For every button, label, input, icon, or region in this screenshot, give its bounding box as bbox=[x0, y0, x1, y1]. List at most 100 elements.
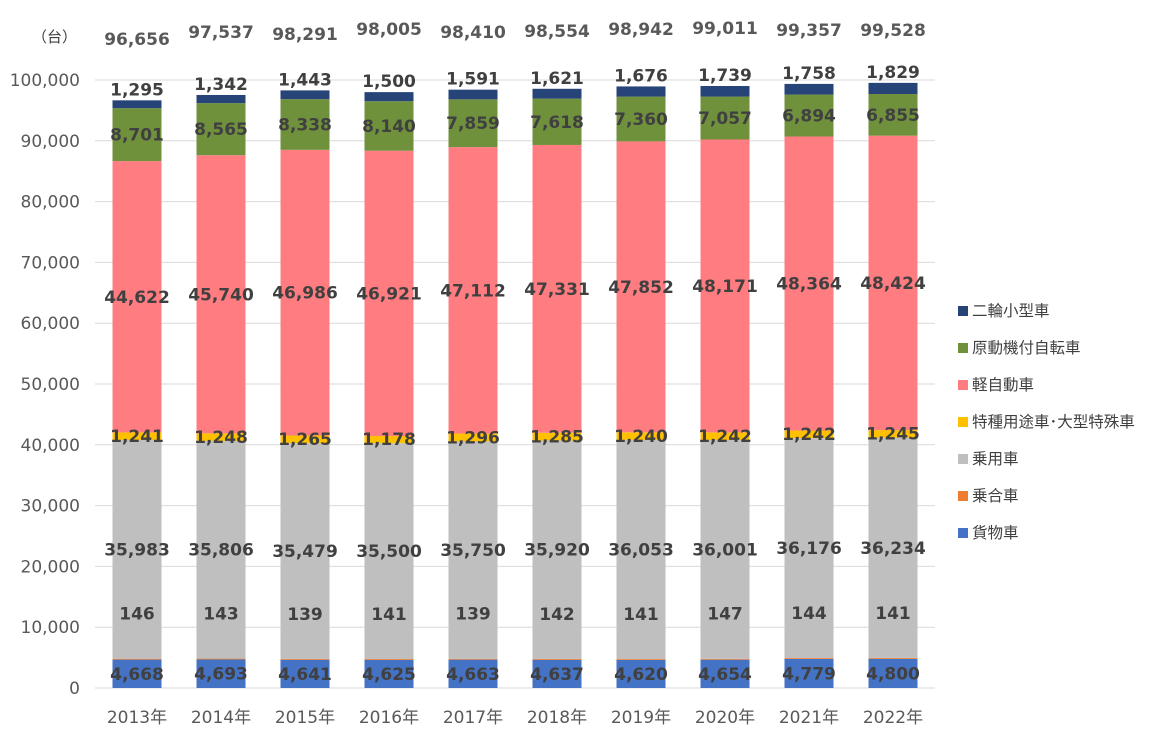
data-label: 47,331 bbox=[524, 280, 590, 300]
unit-label: （台） bbox=[32, 28, 77, 46]
bar-segment bbox=[448, 441, 498, 659]
data-label: 8,701 bbox=[110, 126, 164, 146]
bar-segment bbox=[868, 658, 918, 688]
data-label: 48,364 bbox=[776, 275, 842, 295]
legend-label: 乗合車 bbox=[972, 487, 1019, 505]
bar-segment bbox=[280, 90, 330, 100]
data-label: 1,265 bbox=[278, 430, 332, 450]
data-label: 35,920 bbox=[524, 541, 590, 561]
x-tick-label: 2022年 bbox=[863, 708, 923, 727]
data-label: 6,894 bbox=[782, 107, 836, 127]
bar-segment bbox=[868, 437, 918, 658]
total-label: 98,942 bbox=[608, 20, 674, 40]
data-label: 4,800 bbox=[866, 664, 920, 684]
y-tick-label: 40,000 bbox=[21, 436, 80, 456]
bar-segment bbox=[448, 659, 498, 688]
x-tick-label: 2018年 bbox=[527, 708, 587, 727]
bar-segment bbox=[532, 144, 582, 433]
bar-segment bbox=[112, 432, 162, 440]
x-tick-label: 2015年 bbox=[275, 708, 335, 727]
bar-segment bbox=[364, 101, 414, 151]
y-tick-label: 30,000 bbox=[21, 497, 80, 517]
bar-segment bbox=[532, 659, 582, 688]
data-label: 141 bbox=[623, 605, 659, 625]
data-label: 8,565 bbox=[194, 120, 248, 140]
x-tick-label: 2019年 bbox=[611, 708, 671, 727]
data-label: 1,242 bbox=[782, 425, 836, 445]
bar-segment bbox=[700, 432, 750, 440]
data-label: 1,829 bbox=[866, 63, 920, 83]
bar-segment bbox=[868, 135, 918, 431]
bar-segment bbox=[448, 89, 498, 100]
data-label: 7,057 bbox=[698, 109, 752, 129]
data-label: 144 bbox=[791, 604, 827, 624]
data-label: 1,758 bbox=[782, 64, 836, 84]
bar-segment bbox=[364, 659, 414, 660]
y-tick-label: 20,000 bbox=[21, 557, 80, 577]
bar-segment bbox=[868, 82, 918, 94]
data-label: 4,620 bbox=[614, 665, 668, 685]
legend-label: 特種用途車･大型特殊車 bbox=[972, 413, 1135, 431]
bar-segment bbox=[196, 155, 246, 434]
legend-swatch bbox=[958, 491, 968, 501]
data-label: 8,140 bbox=[362, 117, 416, 137]
bar-segment bbox=[784, 430, 834, 439]
data-label: 48,424 bbox=[860, 274, 926, 294]
data-label: 35,983 bbox=[104, 540, 170, 560]
bar-segment bbox=[784, 94, 834, 137]
data-label: 36,053 bbox=[608, 540, 674, 560]
data-label: 4,663 bbox=[446, 665, 500, 685]
data-label: 4,779 bbox=[782, 664, 836, 684]
y-tick-label: 90,000 bbox=[21, 132, 80, 152]
data-label: 48,171 bbox=[692, 277, 758, 297]
data-label: 7,859 bbox=[446, 114, 500, 134]
bar-segment bbox=[532, 440, 582, 659]
legend-label: 軽自動車 bbox=[972, 376, 1034, 394]
bar-segment bbox=[700, 139, 750, 433]
bar-segment bbox=[112, 161, 162, 433]
total-label: 99,011 bbox=[692, 19, 758, 39]
legend-label: 貨物車 bbox=[972, 524, 1019, 542]
data-label: 6,855 bbox=[866, 106, 920, 126]
data-label: 46,921 bbox=[356, 284, 422, 304]
total-label: 98,005 bbox=[356, 20, 422, 40]
bar-segment bbox=[784, 438, 834, 659]
data-label: 147 bbox=[707, 605, 743, 625]
bar-segment bbox=[112, 108, 162, 162]
x-tick-label: 2014年 bbox=[191, 708, 251, 727]
bar-segment bbox=[700, 659, 750, 688]
total-label: 99,357 bbox=[776, 21, 842, 41]
bar-segment bbox=[784, 658, 834, 688]
y-tick-label: 50,000 bbox=[21, 375, 80, 395]
x-tick-label: 2020年 bbox=[695, 708, 755, 727]
bar-segment bbox=[448, 658, 498, 660]
data-label: 7,618 bbox=[530, 113, 584, 133]
data-label: 1,676 bbox=[614, 66, 668, 86]
data-label: 7,360 bbox=[614, 110, 668, 130]
data-label: 4,654 bbox=[698, 665, 752, 685]
data-label: 36,234 bbox=[860, 539, 926, 559]
total-label: 98,291 bbox=[272, 25, 338, 45]
legend-swatch bbox=[958, 380, 968, 390]
legend-label: 原動機付自転車 bbox=[972, 339, 1081, 357]
bar-segment bbox=[364, 436, 414, 444]
data-label: 1,241 bbox=[110, 427, 164, 447]
bar-segment bbox=[616, 432, 666, 440]
data-label: 4,668 bbox=[110, 665, 164, 685]
bar-segment bbox=[196, 659, 246, 688]
bar-segment bbox=[700, 658, 750, 660]
x-tick-label: 2021年 bbox=[779, 708, 839, 727]
bar-segment bbox=[280, 149, 330, 436]
legend-swatch bbox=[958, 306, 968, 316]
bar-segment bbox=[196, 433, 246, 441]
bar-segment bbox=[784, 136, 834, 431]
total-label: 98,554 bbox=[524, 22, 590, 42]
bar-segment bbox=[364, 659, 414, 688]
bar-segment bbox=[280, 659, 330, 688]
x-tick-label: 2017年 bbox=[443, 708, 503, 727]
data-label: 1,240 bbox=[614, 427, 668, 447]
y-tick-label: 10,000 bbox=[21, 618, 80, 638]
data-label: 47,112 bbox=[440, 281, 506, 301]
